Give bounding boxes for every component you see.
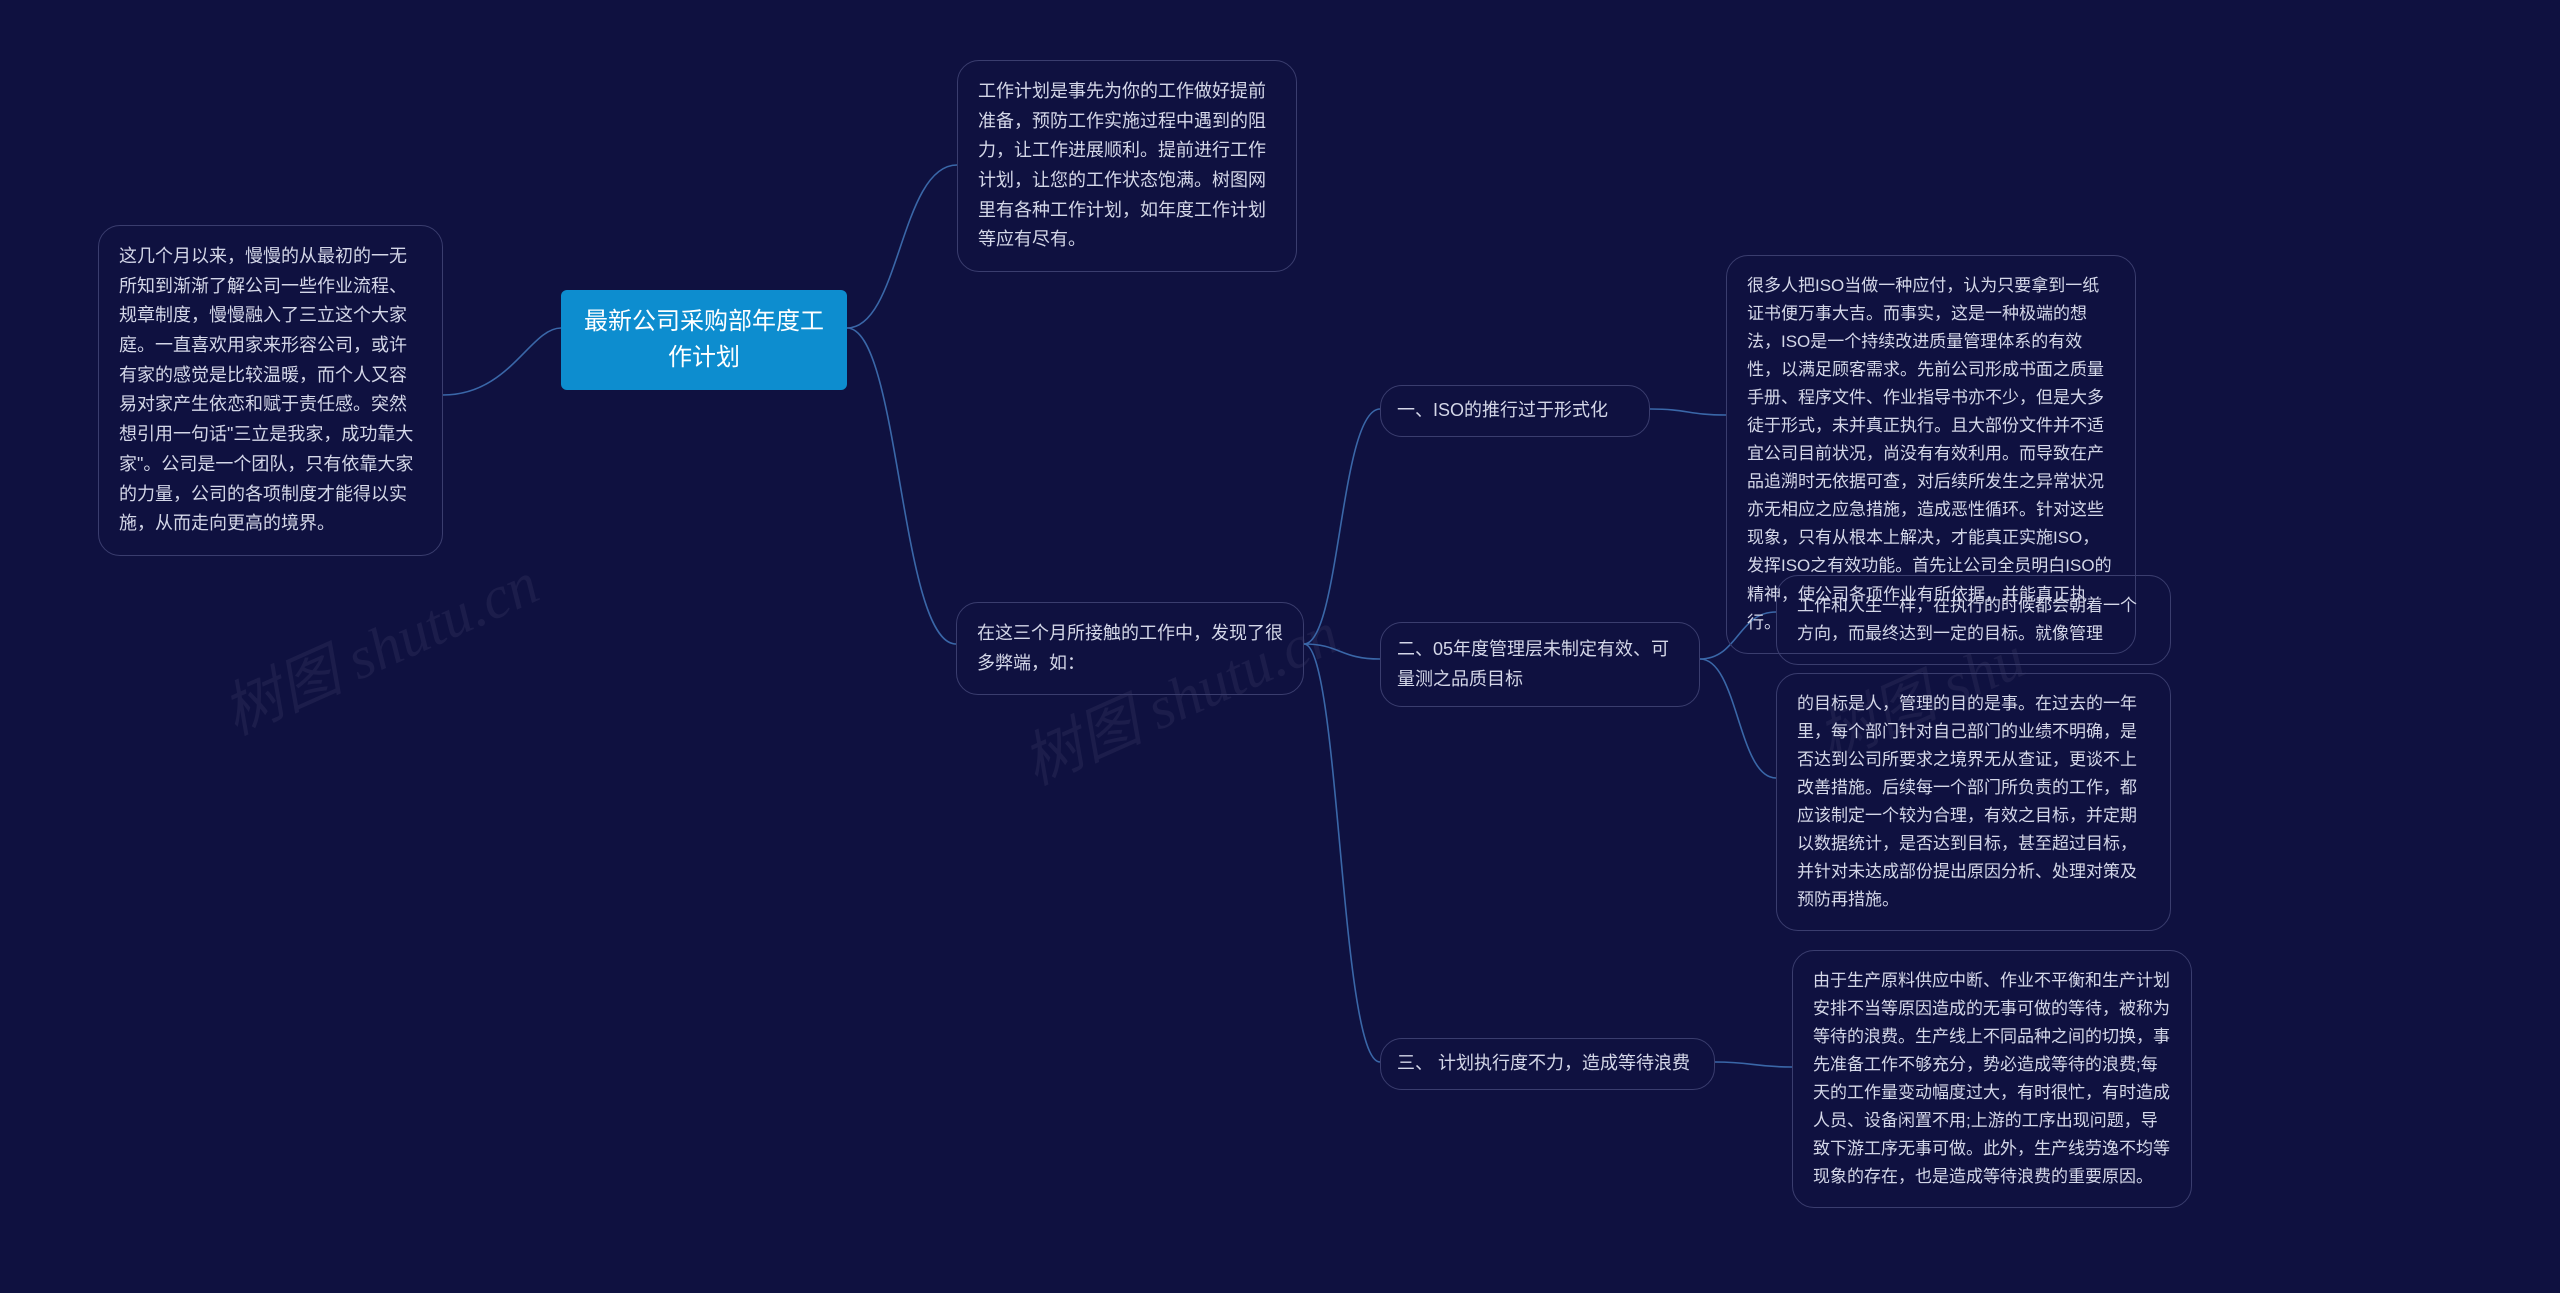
node-target-detail-1[interactable]: 工作和人生一样，在执行的时候都会朝着一个方向，而最终达到一定的目标。就像管理 [1776, 575, 2171, 665]
node-left-intro[interactable]: 这几个月以来，慢慢的从最初的一无所知到渐渐了解公司一些作业流程、规章制度，慢慢融… [98, 225, 443, 556]
node-plan-label[interactable]: 三、 计划执行度不力，造成等待浪费 [1380, 1038, 1715, 1090]
node-target-label[interactable]: 二、05年度管理层未制定有效、可量测之品质目标 [1380, 622, 1700, 707]
node-target-detail-2[interactable]: 的目标是人，管理的目的是事。在过去的一年里，每个部门针对自己部门的业绩不明确，是… [1776, 673, 2171, 931]
watermark: 树图 shutu.cn [207, 535, 550, 751]
node-iso-label[interactable]: 一、ISO的推行过于形式化 [1380, 385, 1650, 437]
mindmap-root[interactable]: 最新公司采购部年度工作计划 [561, 290, 847, 390]
node-workplan-intro[interactable]: 工作计划是事先为你的工作做好提前准备，预防工作实施过程中遇到的阻力，让工作进展顺… [957, 60, 1297, 272]
node-plan-detail[interactable]: 由于生产原料供应中断、作业不平衡和生产计划安排不当等原因造成的无事可做的等待，被… [1792, 950, 2192, 1208]
node-problems-intro[interactable]: 在这三个月所接触的工作中，发现了很多弊端，如： [956, 602, 1304, 695]
